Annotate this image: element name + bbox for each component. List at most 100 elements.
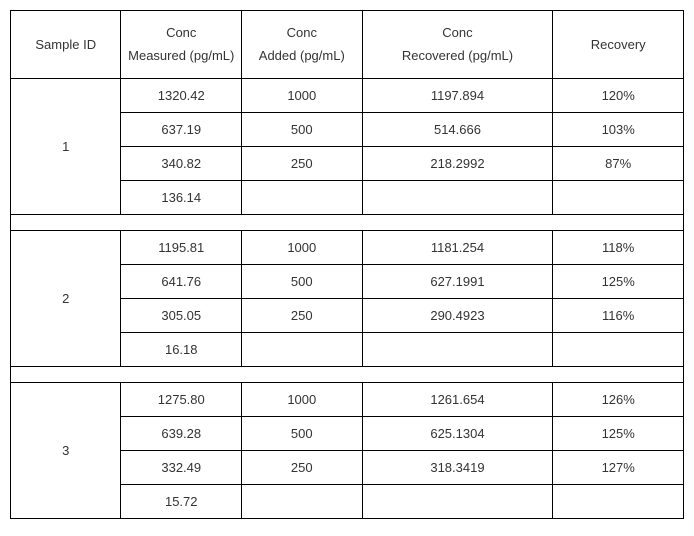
cell-recovered: 1181.254	[362, 230, 553, 264]
cell-value: 290.4923	[430, 308, 484, 323]
cell-recovered: 1261.654	[362, 382, 553, 416]
header-label: Recovered (pg/mL)	[402, 48, 513, 63]
cell-measured: 1195.81	[121, 230, 242, 264]
cell-added: 250	[242, 146, 363, 180]
header-label: Conc	[442, 25, 472, 40]
cell-value: 15.72	[165, 494, 198, 509]
cell-value: 120%	[602, 88, 635, 103]
cell-value: 125%	[602, 274, 635, 289]
cell-measured: 1320.42	[121, 78, 242, 112]
cell-value: 340.82	[161, 156, 201, 171]
cell-value: 1261.654	[430, 392, 484, 407]
cell-recovered: 1197.894	[362, 78, 553, 112]
cell-value: 250	[291, 156, 313, 171]
cell-recovery	[553, 332, 684, 366]
cell-recovered: 514.666	[362, 112, 553, 146]
cell-recovery: 103%	[553, 112, 684, 146]
cell-recovery: 126%	[553, 382, 684, 416]
cell-value: 87%	[605, 156, 631, 171]
cell-value: 103%	[602, 122, 635, 137]
sample-id-cell: 3	[11, 382, 121, 518]
cell-measured: 305.05	[121, 298, 242, 332]
spacer-cell	[11, 214, 684, 230]
table-header-row: Sample ID Conc Measured (pg/mL) Conc Add…	[11, 11, 684, 79]
cell-value: 1	[62, 139, 69, 154]
cell-added: 250	[242, 298, 363, 332]
cell-value: 1197.894	[431, 88, 484, 103]
cell-value: 625.1304	[430, 426, 484, 441]
cell-recovery: 125%	[553, 264, 684, 298]
cell-value: 1000	[287, 88, 316, 103]
cell-value: 1000	[287, 240, 316, 255]
cell-recovered: 218.2992	[362, 146, 553, 180]
header-label: Sample ID	[35, 37, 96, 52]
cell-added: 1000	[242, 78, 363, 112]
cell-value: 116%	[602, 308, 634, 323]
cell-value: 332.49	[161, 460, 201, 475]
cell-value: 125%	[602, 426, 635, 441]
cell-added: 1000	[242, 382, 363, 416]
cell-added: 1000	[242, 230, 363, 264]
header-label: Conc	[166, 25, 196, 40]
cell-recovered	[362, 332, 553, 366]
cell-recovered	[362, 484, 553, 518]
cell-value: 1000	[287, 392, 316, 407]
cell-value: 118%	[602, 240, 634, 255]
cell-recovery: 116%	[553, 298, 684, 332]
col-header-recovered: Conc Recovered (pg/mL)	[362, 11, 553, 79]
col-header-sample-id: Sample ID	[11, 11, 121, 79]
header-label: Measured (pg/mL)	[128, 48, 234, 63]
recovery-table: Sample ID Conc Measured (pg/mL) Conc Add…	[10, 10, 684, 519]
cell-measured: 332.49	[121, 450, 242, 484]
cell-value: 514.666	[434, 122, 481, 137]
cell-value: 1195.81	[158, 240, 204, 255]
cell-value: 305.05	[161, 308, 201, 323]
spacer-row	[11, 366, 684, 382]
cell-measured: 641.76	[121, 264, 242, 298]
cell-value: 127%	[602, 460, 635, 475]
table-row: 3 1275.80 1000 1261.654 126%	[11, 382, 684, 416]
cell-recovery: 87%	[553, 146, 684, 180]
cell-value: 627.1991	[430, 274, 484, 289]
cell-recovered: 625.1304	[362, 416, 553, 450]
cell-value: 126%	[602, 392, 635, 407]
cell-value: 639.28	[161, 426, 201, 441]
cell-value: 500	[291, 274, 313, 289]
cell-value: 2	[62, 291, 69, 306]
cell-value: 500	[291, 426, 313, 441]
cell-recovery: 120%	[553, 78, 684, 112]
cell-recovery: 118%	[553, 230, 684, 264]
sample-id-cell: 2	[11, 230, 121, 366]
table-row: 1 1320.42 1000 1197.894 120%	[11, 78, 684, 112]
header-label: Conc	[287, 25, 317, 40]
cell-value: 637.19	[161, 122, 201, 137]
cell-value: 218.2992	[430, 156, 484, 171]
cell-measured: 136.14	[121, 180, 242, 214]
cell-added: 250	[242, 450, 363, 484]
cell-recovered: 627.1991	[362, 264, 553, 298]
cell-value: 250	[291, 308, 313, 323]
header-label: Added (pg/mL)	[259, 48, 345, 63]
cell-recovered	[362, 180, 553, 214]
cell-value: 16.18	[165, 342, 198, 357]
cell-recovered: 318.3419	[362, 450, 553, 484]
cell-measured: 639.28	[121, 416, 242, 450]
cell-measured: 1275.80	[121, 382, 242, 416]
cell-measured: 637.19	[121, 112, 242, 146]
col-header-added: Conc Added (pg/mL)	[242, 11, 363, 79]
cell-recovered: 290.4923	[362, 298, 553, 332]
cell-recovery: 125%	[553, 416, 684, 450]
cell-value: 1320.42	[158, 88, 205, 103]
cell-recovery: 127%	[553, 450, 684, 484]
cell-measured: 340.82	[121, 146, 242, 180]
col-header-measured: Conc Measured (pg/mL)	[121, 11, 242, 79]
cell-value: 318.3419	[430, 460, 484, 475]
col-header-recovery: Recovery	[553, 11, 684, 79]
table-row: 2 1195.81 1000 1181.254 118%	[11, 230, 684, 264]
cell-recovery	[553, 180, 684, 214]
cell-value: 641.76	[161, 274, 201, 289]
spacer-cell	[11, 366, 684, 382]
cell-measured: 15.72	[121, 484, 242, 518]
cell-value: 3	[62, 443, 69, 458]
cell-added: 500	[242, 264, 363, 298]
